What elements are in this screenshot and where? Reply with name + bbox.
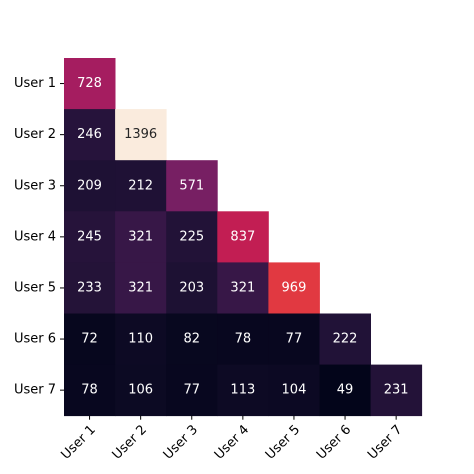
cell-value-label: 225 (179, 229, 204, 244)
heatmap-cell (64, 211, 116, 263)
y-tick-label: User 7 (14, 383, 56, 398)
y-tick-label: User 1 (14, 76, 56, 91)
heatmap-cell (268, 262, 320, 314)
cell-value-label: 233 (77, 280, 102, 295)
cell-value-label: 82 (183, 332, 200, 347)
y-tick-label: User 6 (14, 332, 56, 347)
heatmap-cell (166, 160, 218, 212)
x-tick-label: User 3 (161, 422, 201, 462)
heatmap-cell (64, 109, 116, 161)
heatmap-cell (115, 262, 167, 314)
cell-value-label: 321 (230, 280, 255, 295)
heatmap-cell (115, 313, 167, 365)
y-tick-label: User 2 (14, 127, 56, 142)
heatmap-cell (64, 58, 116, 110)
heatmap-cell (268, 364, 320, 417)
heatmap-cell (217, 262, 269, 314)
x-tick-label: User 6 (314, 422, 354, 462)
heatmap-cell (268, 313, 320, 365)
heatmap-cell (166, 364, 218, 417)
cell-value-label: 110 (128, 332, 153, 347)
heatmap-cell (166, 262, 218, 314)
heatmap-cell (64, 313, 116, 365)
cell-value-label: 246 (77, 127, 102, 142)
heatmap-cell (64, 364, 116, 417)
heatmap-cell (217, 364, 269, 417)
cell-value-label: 245 (77, 229, 102, 244)
cell-value-label: 78 (235, 332, 252, 347)
cell-value-label: 728 (77, 76, 102, 91)
cell-value-label: 571 (179, 178, 204, 193)
cell-value-label: 104 (282, 383, 307, 398)
cell-value-label: 78 (81, 383, 98, 398)
cell-value-label: 72 (81, 332, 98, 347)
x-tick-label: User 1 (59, 422, 99, 462)
heatmap-cell (166, 211, 218, 263)
cell-value-label: 203 (179, 280, 204, 295)
heatmap-cell (115, 364, 167, 417)
heatmap-cell (319, 364, 371, 417)
cell-value-label: 321 (128, 229, 153, 244)
cell-value-label: 113 (230, 383, 255, 398)
y-tick-label: User 3 (14, 178, 56, 193)
x-axis-labels: User 1 User 2 User 3 User 4 User 5 User 6 User… (59, 415, 405, 463)
heatmap-cell (166, 313, 218, 365)
cell-value-label: 321 (128, 280, 153, 295)
cell-value-label: 77 (183, 383, 200, 398)
cell-value-label: 1396 (124, 127, 157, 142)
y-tick-label: User 5 (14, 280, 56, 295)
x-tick-label: User 2 (110, 422, 150, 462)
cell-value-label: 209 (77, 178, 102, 193)
heatmap-cell (217, 211, 269, 263)
heatmap-cell (115, 160, 167, 212)
heatmap-cell (64, 160, 116, 212)
y-tick-label: User 4 (14, 229, 56, 244)
cell-value-label: 106 (128, 383, 153, 398)
heatmap-cell (217, 313, 269, 365)
heatmap-cell (319, 313, 371, 365)
x-tick-label: User 7 (365, 422, 405, 462)
cell-value-label: 49 (337, 383, 354, 398)
y-axis-labels: User 1 User 2 User 3 User 4 User 5 User 6 User… (14, 76, 64, 398)
cell-value-label: 837 (230, 229, 255, 244)
cell-value-label: 77 (286, 332, 303, 347)
cell-value-label: 222 (333, 332, 358, 347)
x-tick-label: User 5 (263, 422, 303, 462)
heatmap-cell (115, 109, 167, 161)
heatmap-cell (64, 262, 116, 314)
cell-value-label: 212 (128, 178, 153, 193)
cell-value-label: 969 (282, 280, 307, 295)
heatmap-cell (115, 211, 167, 263)
cell-value-label: 231 (384, 383, 409, 398)
heatmap-cells: 728 246 1396 209 212 571 245 321 225 837 233 321 203… (64, 58, 423, 417)
x-tick-label: User 4 (212, 422, 252, 462)
heatmap-cell (370, 364, 423, 417)
